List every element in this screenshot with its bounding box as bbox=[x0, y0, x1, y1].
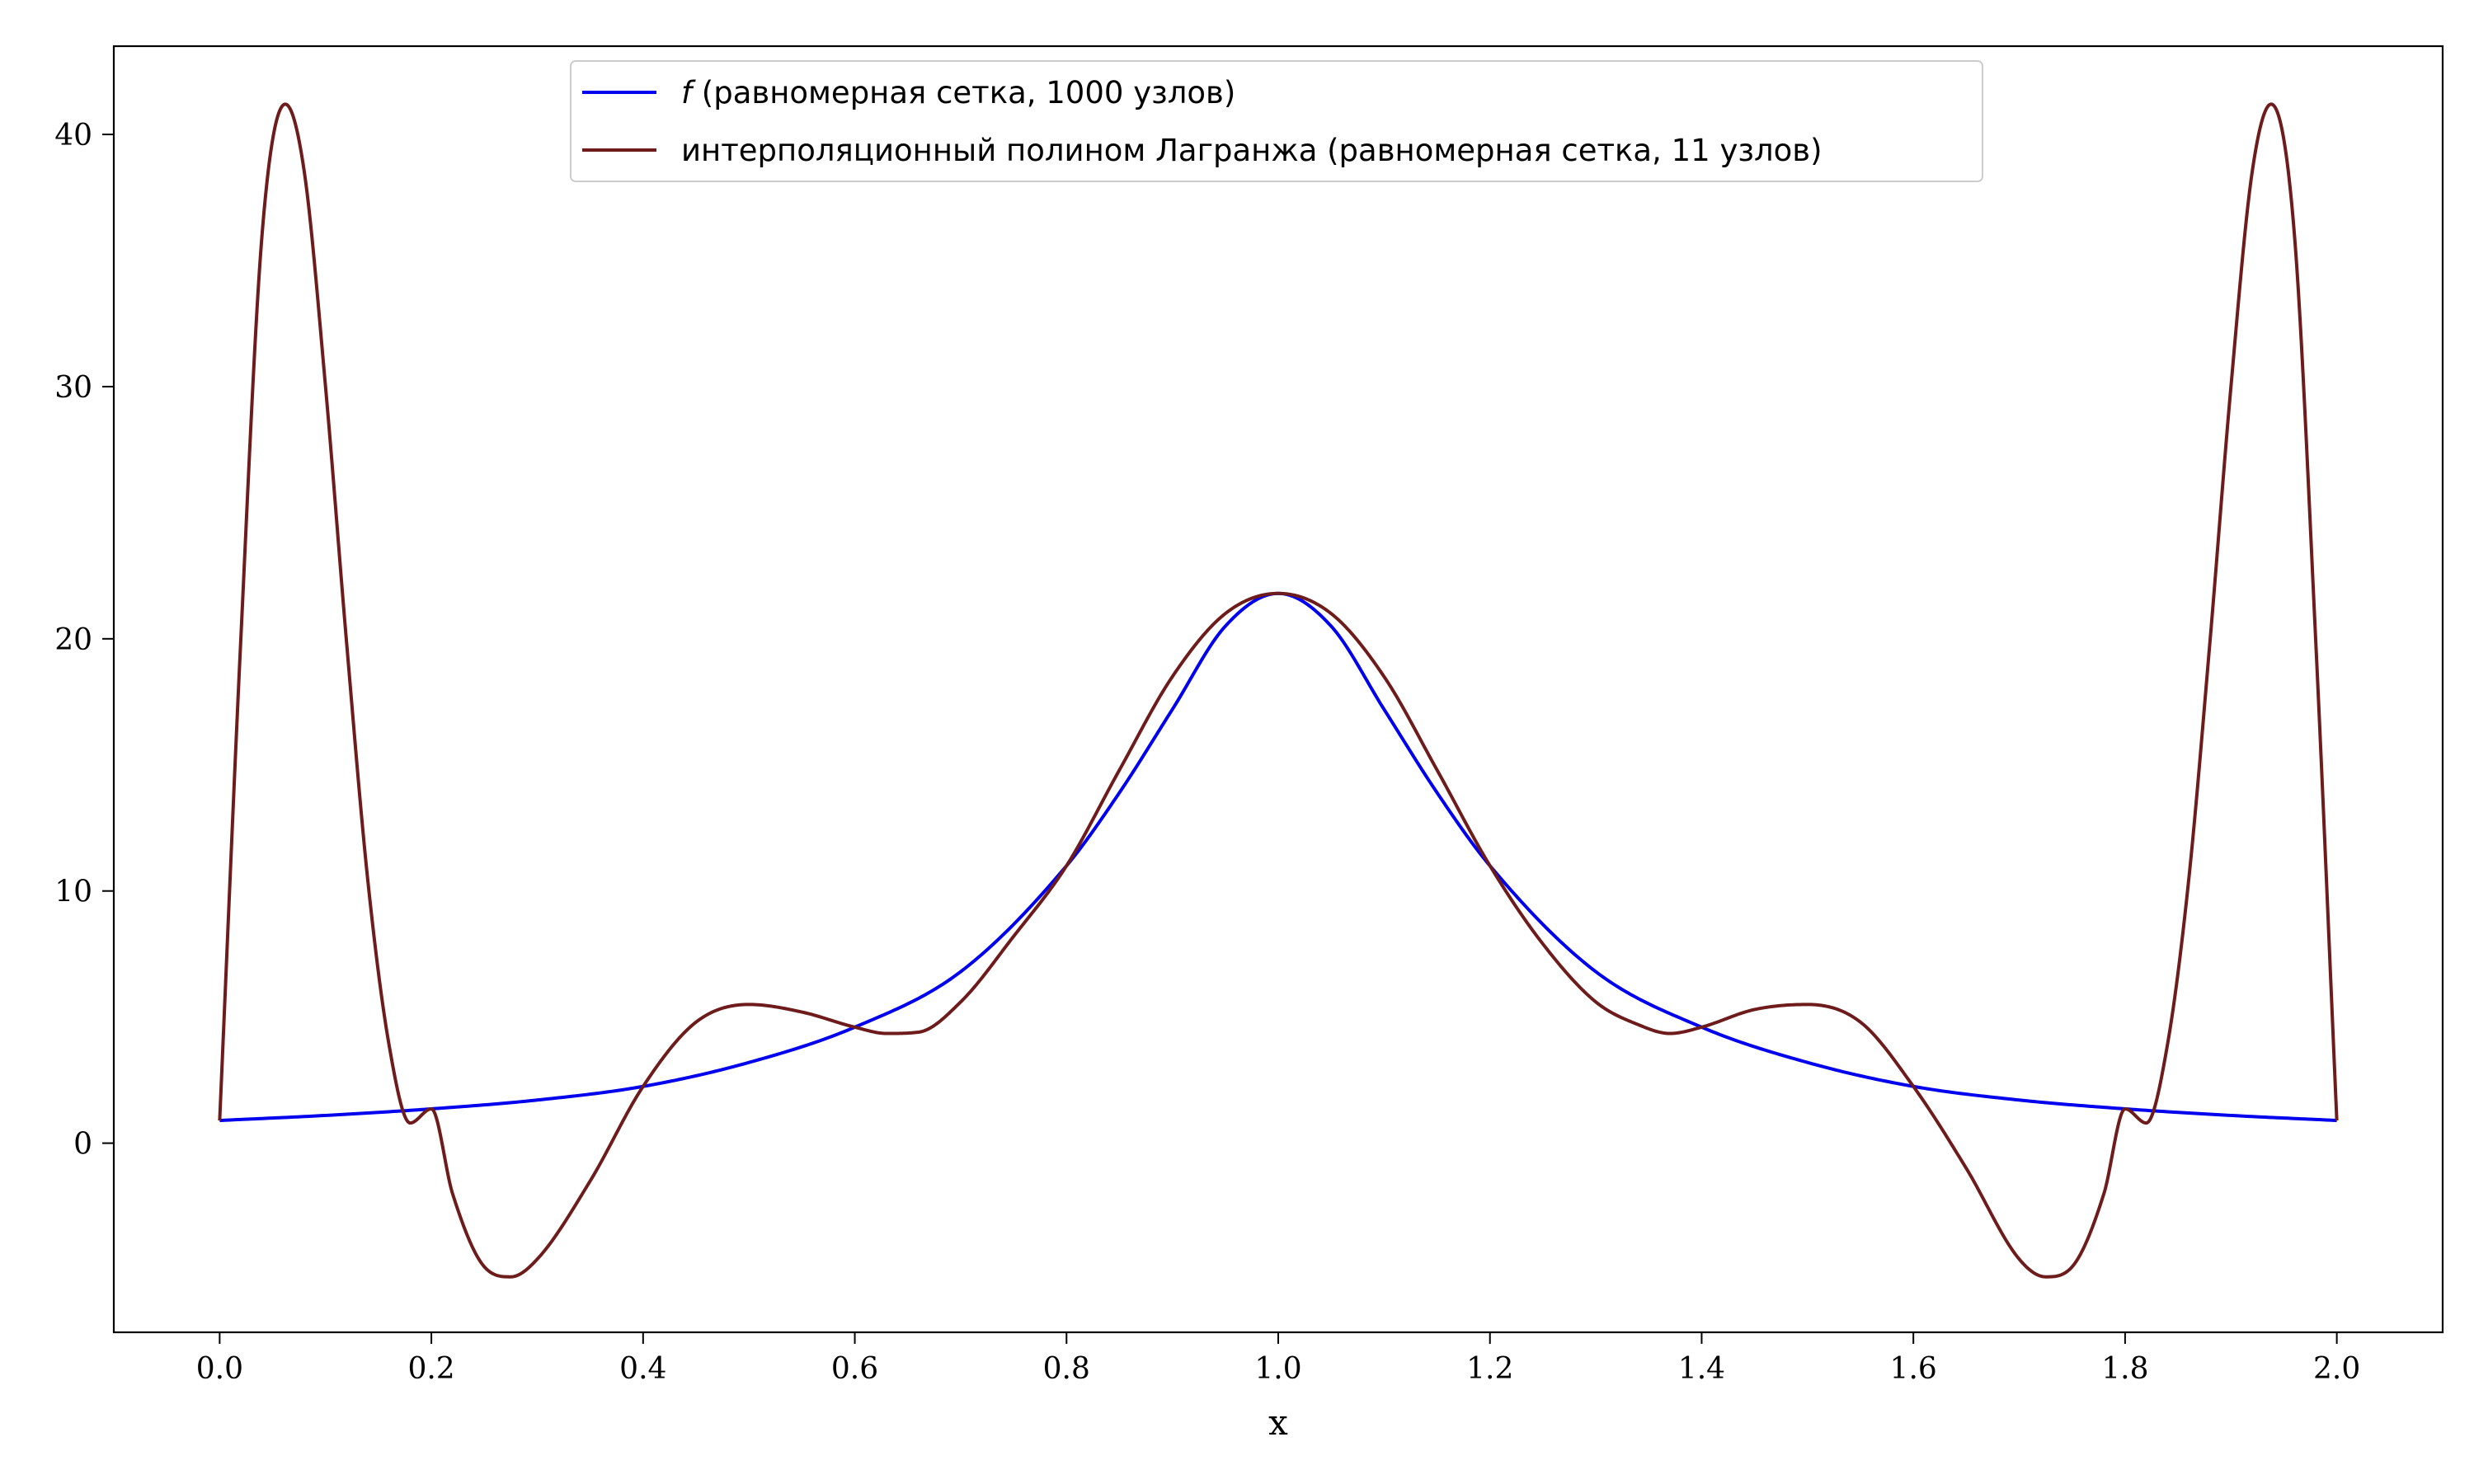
x-tick-label: 0.4 bbox=[619, 1352, 666, 1386]
legend-label-f: f (равномерная сетка, 1000 узлов) bbox=[681, 75, 1235, 110]
x-tick-label: 0.6 bbox=[831, 1352, 878, 1386]
y-tick-label: 10 bbox=[54, 876, 92, 909]
x-tick-label: 1.4 bbox=[1678, 1352, 1725, 1386]
x-tick-label: 1.8 bbox=[2101, 1352, 2148, 1386]
x-tick-label: 0.0 bbox=[196, 1352, 243, 1386]
x-tick-label: 1.6 bbox=[1890, 1352, 1937, 1386]
x-tick-label: 0.2 bbox=[407, 1352, 454, 1386]
y-axis-ticks: 0 10 20 30 40 bbox=[54, 119, 114, 1162]
legend-label-f-rest: (равномерная сетка, 1000 узлов) bbox=[692, 75, 1235, 110]
legend-label-lagrange: интерполяционный полином Лагранжа (равно… bbox=[681, 133, 1823, 168]
x-axis-ticks: 0.0 0.2 0.4 0.6 0.8 1.0 1.2 1.4 1.6 1.8 2.0 bbox=[196, 1332, 2360, 1386]
x-tick-label: 0.8 bbox=[1043, 1352, 1090, 1386]
x-tick-label: 1.0 bbox=[1254, 1352, 1301, 1386]
x-axis-label: x bbox=[1268, 1402, 1288, 1443]
series-line-lagrange bbox=[218, 102, 2339, 1279]
plot-area bbox=[218, 102, 2339, 1279]
legend-box bbox=[570, 60, 1983, 182]
legend: f (равномерная сетка, 1000 узлов) интерп… bbox=[570, 60, 1983, 182]
y-tick-label: 20 bbox=[54, 623, 92, 657]
axes-frame bbox=[112, 45, 2444, 1334]
x-tick-label: 2.0 bbox=[2313, 1352, 2360, 1386]
y-tick-label: 40 bbox=[54, 119, 92, 153]
x-tick-label: 1.2 bbox=[1466, 1352, 1513, 1386]
y-tick-label: 30 bbox=[54, 371, 92, 405]
y-tick-label: 0 bbox=[73, 1128, 92, 1162]
